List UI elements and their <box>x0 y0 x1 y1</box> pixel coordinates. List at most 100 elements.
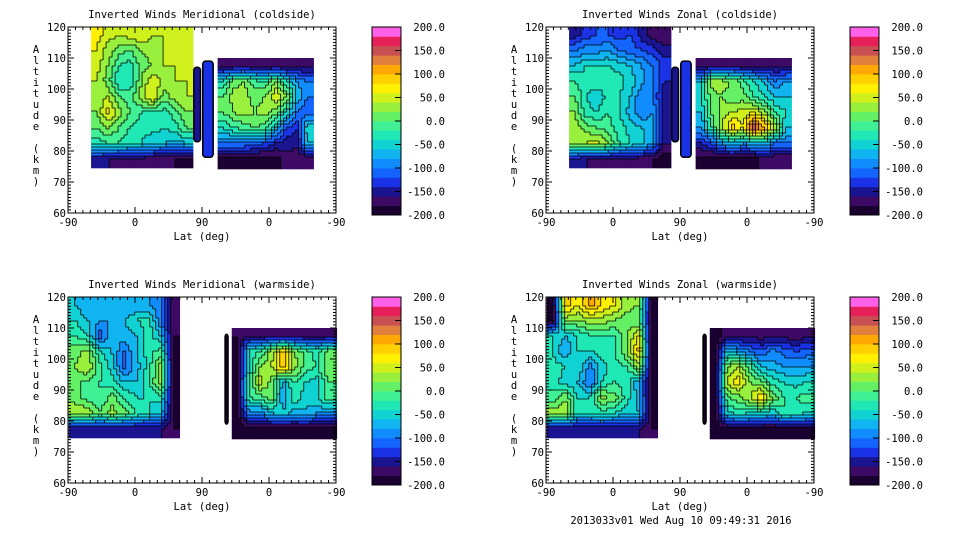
contour-cell <box>127 63 130 66</box>
contour-cell <box>224 58 227 61</box>
contour-cell <box>178 54 181 57</box>
contour-cell <box>160 78 163 81</box>
contour-cell <box>305 94 308 97</box>
contour-cell <box>293 61 296 64</box>
contour-cell <box>617 42 620 45</box>
contour-cell <box>236 79 239 82</box>
contour-cell <box>91 81 94 84</box>
contour-cell <box>611 93 614 96</box>
contour-cell <box>632 126 635 129</box>
contour-cell <box>251 79 254 82</box>
contour-cell <box>635 72 638 75</box>
contour-cell <box>665 126 668 129</box>
contour-cell <box>169 57 172 60</box>
contour-cell <box>275 58 278 61</box>
contour-cell <box>112 54 115 57</box>
contour-cell <box>260 157 263 160</box>
contour-cell <box>596 81 599 84</box>
contour-cell <box>659 45 662 48</box>
contour-cell <box>587 69 590 72</box>
contour-cell <box>184 111 187 114</box>
contour-cell <box>599 162 602 165</box>
contour-cell <box>136 84 139 87</box>
contour-cell <box>596 33 599 36</box>
contour-cell <box>169 78 172 81</box>
contour-cell <box>233 103 236 106</box>
contour-cell <box>611 165 614 168</box>
contour-cell <box>299 115 302 118</box>
contour-cell <box>587 108 590 111</box>
contour-cell <box>578 159 581 162</box>
contour-cell <box>157 45 160 48</box>
contour-cell <box>305 121 308 124</box>
contour-cell <box>696 88 699 91</box>
contour-cell <box>148 57 151 60</box>
contour-cell <box>166 57 169 60</box>
contour-cell <box>121 45 124 48</box>
contour-cell <box>732 61 735 64</box>
contour-cell <box>602 78 605 81</box>
contour-cell <box>290 58 293 61</box>
contour-cell <box>94 57 97 60</box>
contour-cell <box>293 127 296 130</box>
contour-cell <box>620 90 623 93</box>
contour-cell <box>605 90 608 93</box>
contour-cell <box>668 75 671 78</box>
contour-cell <box>163 72 166 75</box>
contour-cell <box>593 75 596 78</box>
contour-cell <box>148 159 151 162</box>
contour-cell <box>702 61 705 64</box>
contour-cell <box>248 163 251 166</box>
contour-cell <box>311 58 314 61</box>
contour-cell <box>169 120 172 123</box>
contour-cell <box>133 135 136 138</box>
contour-cell <box>178 48 181 51</box>
contour-cell <box>181 69 184 72</box>
contour-cell <box>151 42 154 45</box>
contour-cell <box>124 135 127 138</box>
contour-cell <box>626 75 629 78</box>
contour-cell <box>112 126 115 129</box>
contour-cell <box>187 105 190 108</box>
contour-cell <box>599 159 602 162</box>
contour-cell <box>602 165 605 168</box>
contour-cell <box>632 117 635 120</box>
contour-cell <box>599 45 602 48</box>
contour-cell <box>175 45 178 48</box>
contour-cell <box>590 129 593 132</box>
contour-cell <box>242 163 245 166</box>
contour-cell <box>151 69 154 72</box>
contour-cell <box>245 109 248 112</box>
contour-cell <box>94 129 97 132</box>
contour-cell <box>91 75 94 78</box>
contour-cell <box>590 39 593 42</box>
contour-cell <box>187 81 190 84</box>
contour-cell <box>599 129 602 132</box>
contour-cell <box>178 123 181 126</box>
colorbar-swatch <box>372 130 401 140</box>
contour-cell <box>157 69 160 72</box>
contour-cell <box>617 123 620 126</box>
contour-cell <box>103 135 106 138</box>
contour-cell <box>296 94 299 97</box>
contour-cell <box>148 114 151 117</box>
contour-cell <box>720 88 723 91</box>
contour-cell <box>569 138 572 141</box>
contour-cell <box>293 154 296 157</box>
contour-cell <box>593 48 596 51</box>
contour-cell <box>266 166 269 169</box>
contour-cell <box>172 33 175 36</box>
contour-cell <box>233 163 236 166</box>
contour-cell <box>647 126 650 129</box>
contour-cell <box>614 102 617 105</box>
contour-cell <box>774 61 777 64</box>
contour-cell <box>665 153 668 156</box>
contour-cell <box>130 114 133 117</box>
contour-cell <box>230 160 233 163</box>
contour-cell <box>163 84 166 87</box>
contour-cell <box>632 30 635 33</box>
contour-cell <box>148 39 151 42</box>
contour-cell <box>248 85 251 88</box>
contour-cell <box>154 69 157 72</box>
contour-cell <box>626 120 629 123</box>
